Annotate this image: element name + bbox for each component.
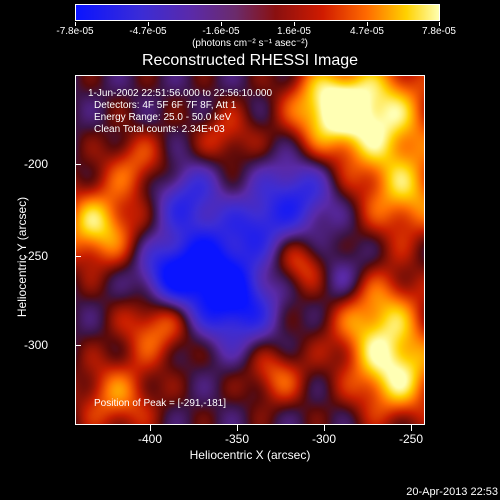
- colorbar-tick-label: 7.8e-05: [422, 26, 456, 37]
- colorbar-tick-label: -4.7e-05: [129, 26, 167, 37]
- heatmap-image: [76, 76, 424, 424]
- colorbar-tick: [439, 22, 440, 26]
- info-counts: Clean Total counts: 2.34E+03: [94, 124, 225, 135]
- x-tick-label: -350: [224, 432, 250, 446]
- colorbar-tick: [75, 22, 76, 26]
- info-peak-position: Position of Peak = [-291,-181]: [94, 398, 227, 409]
- timestamp-footer: 20-Apr-2013 22:53: [406, 486, 498, 498]
- x-tick: [324, 425, 325, 431]
- image-title: Reconstructed RHESSI Image: [141, 52, 359, 69]
- colorbar-tick: [221, 22, 222, 26]
- colorbar-tick-label: -7.8e-05: [56, 26, 94, 37]
- y-tick-label: -300: [24, 338, 49, 352]
- colorbar-tick-label: 4.7e-05: [350, 26, 384, 37]
- y-axis-label: Heliocentric Y (arcsec): [15, 196, 29, 318]
- y-tick: [75, 256, 81, 257]
- colorbar-tick: [294, 22, 295, 26]
- info-energy: Energy Range: 25.0 - 50.0 keV: [94, 112, 232, 123]
- image-plot: 1-Jun-2002 22:51:56.000 to 22:56:10.000 …: [75, 75, 425, 425]
- x-tick: [237, 425, 238, 431]
- x-tick: [150, 425, 151, 431]
- x-tick: [411, 425, 412, 431]
- colorbar-units: (photons cm⁻² s⁻¹ asec⁻²): [192, 38, 308, 49]
- x-tick-label: -400: [137, 432, 163, 446]
- colorbar-tick: [367, 22, 368, 26]
- y-tick: [75, 345, 81, 346]
- colorbar-tick: [148, 22, 149, 26]
- y-tick-label: -250: [24, 249, 49, 263]
- y-tick-label: -200: [24, 157, 49, 171]
- colorbar: [75, 4, 440, 21]
- x-tick-label: -300: [311, 432, 337, 446]
- colorbar-tick-label: -1.6e-05: [202, 26, 240, 37]
- x-axis-label: Heliocentric X (arcsec): [189, 448, 311, 462]
- info-time-range: 1-Jun-2002 22:51:56.000 to 22:56:10.000: [88, 88, 273, 99]
- info-detectors: Detectors: 4F 5F 6F 7F 8F, Att 1: [94, 100, 237, 111]
- colorbar-tick-label: 1.6e-05: [277, 26, 311, 37]
- x-tick-label: -250: [398, 432, 424, 446]
- y-tick: [75, 164, 81, 165]
